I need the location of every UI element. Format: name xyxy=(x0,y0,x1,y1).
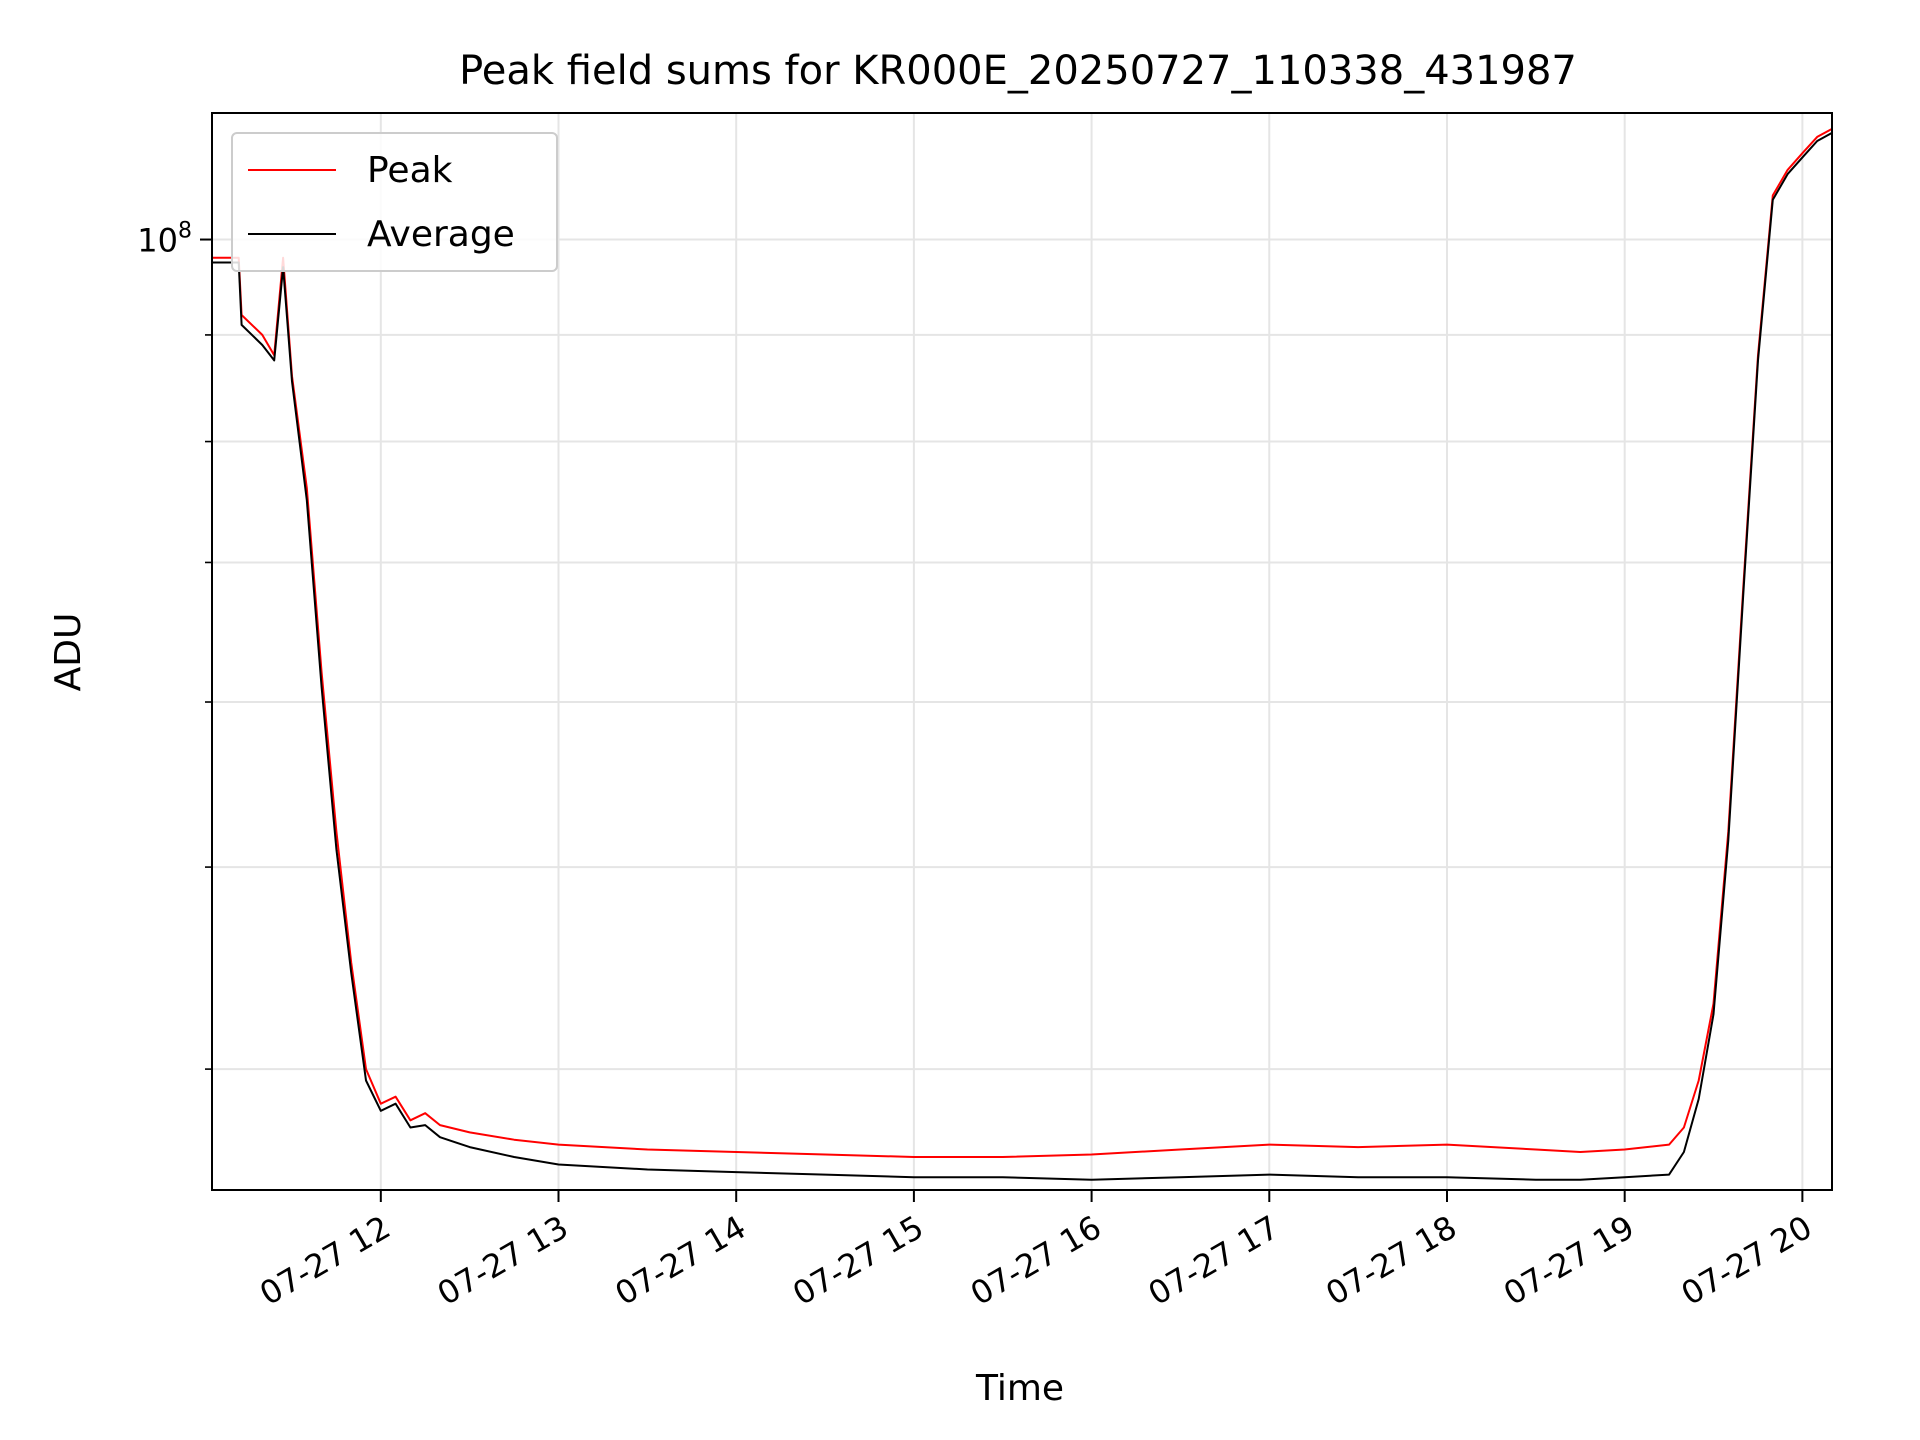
y-tick-exponent: 8 xyxy=(178,219,192,244)
y-axis: 108 xyxy=(137,219,212,1070)
legend: Peak Average xyxy=(231,132,558,272)
series-average-line xyxy=(211,131,1833,1181)
legend-peak-label: Peak xyxy=(367,150,453,191)
y-tick-base: 10 xyxy=(137,222,178,260)
x-axis-label: Time xyxy=(975,1368,1064,1409)
plot-frame xyxy=(211,112,1833,1191)
plot-lines xyxy=(211,127,1833,1181)
chart-title: Peak field sums for KR000E_20250727_1103… xyxy=(459,48,1577,94)
y-tick-label: 108 xyxy=(137,219,192,260)
legend-average-label: Average xyxy=(367,214,515,255)
legend-box xyxy=(231,132,558,272)
grid xyxy=(212,113,1832,1190)
y-axis-label: ADU xyxy=(48,613,89,692)
